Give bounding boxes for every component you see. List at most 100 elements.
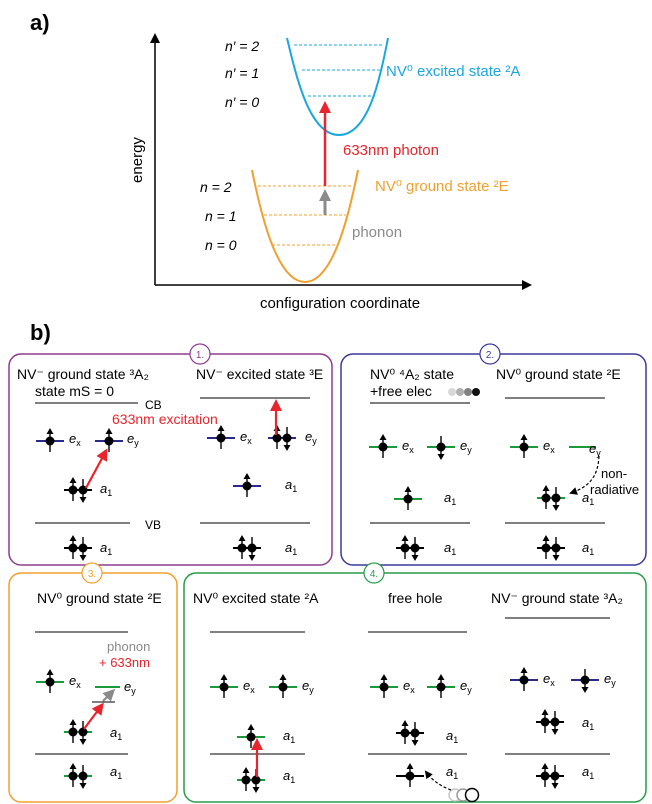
electron (405, 771, 415, 781)
photon-label: 633nm photon (343, 142, 439, 159)
excited-level-label-0: n′ = 0 (225, 94, 259, 110)
spin-up-arrowhead (220, 674, 228, 680)
electron (400, 543, 410, 553)
electron (68, 771, 78, 781)
box-1 (8, 353, 333, 566)
electron (378, 442, 388, 452)
orbital-label: ex (402, 438, 414, 455)
y-axis-label: energy (129, 137, 146, 183)
spin-down-arrowhead (411, 740, 419, 746)
ground-state-label: NV⁰ ground state ²E (375, 178, 509, 195)
free-electron-dot-3 (464, 388, 472, 396)
excited-state-label: NV⁰ excited state ²A (386, 63, 520, 80)
orbital-label: a1 (110, 764, 122, 781)
electron (68, 485, 78, 495)
electron (237, 543, 247, 553)
box-2-title-left: NV⁰ ⁴A₂ state (370, 366, 454, 382)
phonon-label: phonon (352, 224, 402, 241)
box-1-number-circle (189, 343, 211, 365)
electron (550, 717, 560, 727)
electron (251, 775, 261, 785)
box-1-cb-label: CB (145, 398, 162, 412)
electron (219, 682, 229, 692)
spin-up-arrowhead (401, 535, 409, 541)
spin-down-arrowhead (283, 445, 291, 451)
orbital-label-layer: ex ey a1 a1 ex ey a1 a1 ex ey a1 a1 ex ey a1 a1 ex ey a1 a1… (69, 429, 616, 785)
orbital-label: ex (543, 671, 555, 688)
spin-up-arrowhead (238, 535, 246, 541)
orbital-label: ey (460, 678, 472, 695)
orbital-label: a1 (283, 768, 295, 785)
spin-down-arrowhead (79, 497, 87, 503)
spin-down-arrowhead (79, 555, 87, 561)
spin-down-arrowhead (552, 505, 560, 511)
spin-up-arrowhead (46, 669, 54, 675)
free-electron-dot-1 (448, 388, 456, 396)
spin-up-arrowhead (105, 428, 113, 434)
electron (282, 433, 292, 443)
electron (541, 493, 551, 503)
box-2-number-circle (479, 343, 501, 365)
electron (278, 682, 288, 692)
electron (541, 543, 551, 553)
box-2-number: 2. (486, 350, 494, 361)
electron (78, 543, 88, 553)
box-1-subtitle-left: state mS = 0 (35, 383, 114, 399)
nonradiative-label-line2: radiative (590, 482, 639, 497)
orbital-label: a1 (110, 725, 122, 742)
electron (247, 543, 257, 553)
spin-up-arrowhead (542, 535, 550, 541)
free-hole-arrow (424, 770, 452, 791)
orbital-label: ey (589, 441, 601, 458)
spin-down-arrowhead (79, 783, 87, 789)
panel-b-label: b) (30, 320, 51, 345)
electron (379, 682, 389, 692)
orbital-label: a1 (100, 481, 112, 498)
electron (540, 717, 550, 727)
electron (410, 543, 420, 553)
nonradiative-label-line1: non- (601, 466, 627, 481)
orbital-label: a1 (582, 715, 594, 732)
box-3-number-circle (81, 562, 103, 584)
spin-up-arrowhead (542, 485, 550, 491)
excitation-arrow-box1 (85, 448, 108, 489)
spin-up-arrowhead (404, 486, 412, 492)
box-1-vb-label: VB (145, 518, 161, 532)
spin-up-arrowhead (46, 428, 54, 434)
spin-down-arrowhead (411, 555, 419, 561)
orbital-label: ey (604, 671, 616, 688)
electron (272, 433, 282, 443)
orbital-label: ey (305, 429, 317, 446)
orbital-label: ey (302, 678, 314, 695)
spin-down-arrowhead (581, 687, 589, 693)
orbital-label: a1 (582, 764, 594, 781)
orbital-label: ey (460, 438, 472, 455)
orbital-label: a1 (446, 764, 458, 781)
transition-layer (83, 399, 282, 777)
spin-up-arrowhead (279, 674, 287, 680)
electron (246, 732, 256, 742)
box-4 (183, 572, 647, 803)
spin-down-arrowhead (551, 729, 559, 735)
orbital-label: ex (240, 429, 252, 446)
orbital-label: a1 (285, 477, 297, 494)
spin-down-arrowhead (552, 555, 560, 561)
electron (519, 675, 529, 685)
electron (68, 543, 78, 553)
photon-arrow-box3 (83, 702, 104, 730)
spin-up-arrowhead (541, 763, 549, 769)
excited-level-label-2: n′ = 2 (225, 38, 259, 54)
box-3-phonon-label: phonon (107, 639, 150, 654)
spin-up-arrowhead (541, 709, 549, 715)
ground-level-label-1: n = 1 (205, 208, 237, 224)
spin-down-arrowhead (252, 787, 260, 793)
orbital-label: ey (127, 431, 139, 448)
spin-up-arrowhead (437, 674, 445, 680)
box-3-633nm-label: + 633nm (99, 655, 150, 670)
orbital-label: ex (403, 678, 415, 695)
box-3-title: NV⁰ ground state ²E (37, 590, 162, 606)
electron (400, 728, 410, 738)
free-electron-dot-2 (456, 388, 464, 396)
electron (436, 682, 446, 692)
